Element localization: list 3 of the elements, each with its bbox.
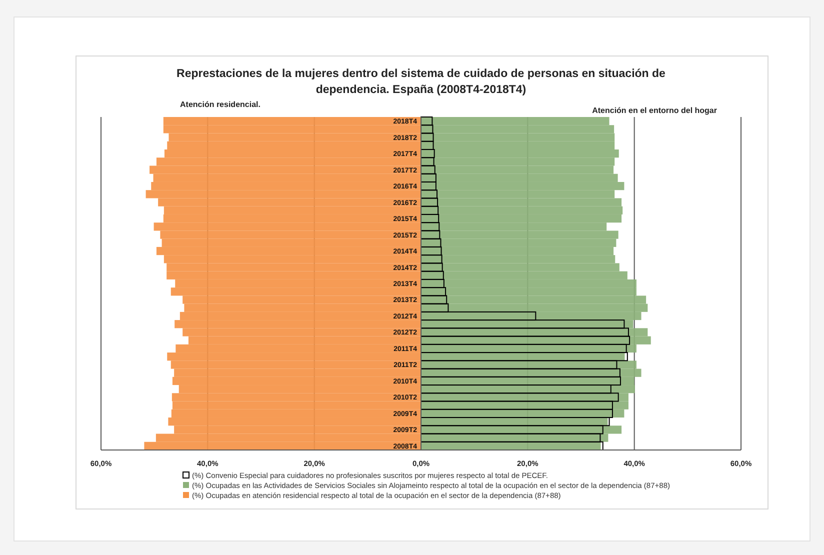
text: Atención en el entorno del hogar	[592, 106, 717, 115]
chart-title: Represtaciones de la mujeres dentro del sistema de cuidado de personas en situación de dependencia. España (2008T4-2018T4)	[176, 68, 666, 96]
text: Atención residencial.	[180, 100, 260, 109]
